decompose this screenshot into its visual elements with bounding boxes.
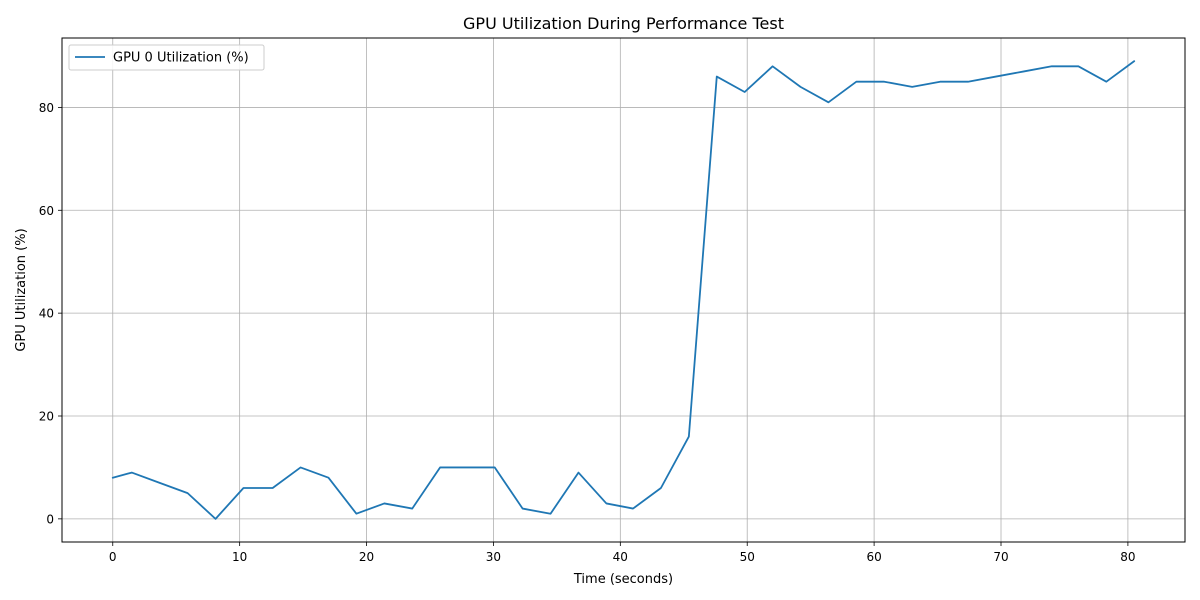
series-layer bbox=[111, 60, 1136, 520]
x-axis-label: Time (seconds) bbox=[573, 572, 673, 587]
x-tick-label: 80 bbox=[1120, 550, 1135, 564]
x-tick-label: 50 bbox=[740, 550, 755, 564]
plot-area-frame bbox=[61, 37, 1186, 543]
y-tick-label: 0 bbox=[46, 512, 54, 526]
y-tick-label: 80 bbox=[39, 101, 54, 115]
y-tick-label: 20 bbox=[39, 410, 54, 424]
y-tick-label: 40 bbox=[39, 307, 54, 321]
x-tick-label: 30 bbox=[486, 550, 501, 564]
chart-title: GPU Utilization During Performance Test bbox=[463, 14, 784, 33]
x-tick-label: 70 bbox=[993, 550, 1008, 564]
y-axis-label: GPU Utilization (%) bbox=[14, 228, 29, 351]
series-line-gpu0 bbox=[111, 60, 1136, 520]
axis-ticks: 0 10 20 30 40 50 60 70 80 0 20 40 60 80 bbox=[39, 101, 1136, 564]
x-tick-label: 10 bbox=[232, 550, 247, 564]
x-tick-label: 60 bbox=[866, 550, 881, 564]
grid-lines bbox=[62, 38, 1185, 542]
x-tick-label: 20 bbox=[359, 550, 374, 564]
legend-label-gpu0: GPU 0 Utilization (%) bbox=[113, 51, 249, 66]
x-tick-label: 0 bbox=[109, 550, 117, 564]
legend-box bbox=[68, 44, 265, 71]
x-tick-label: 40 bbox=[613, 550, 628, 564]
legend: GPU 0 Utilization (%) bbox=[68, 44, 265, 71]
y-tick-label: 60 bbox=[39, 204, 54, 218]
